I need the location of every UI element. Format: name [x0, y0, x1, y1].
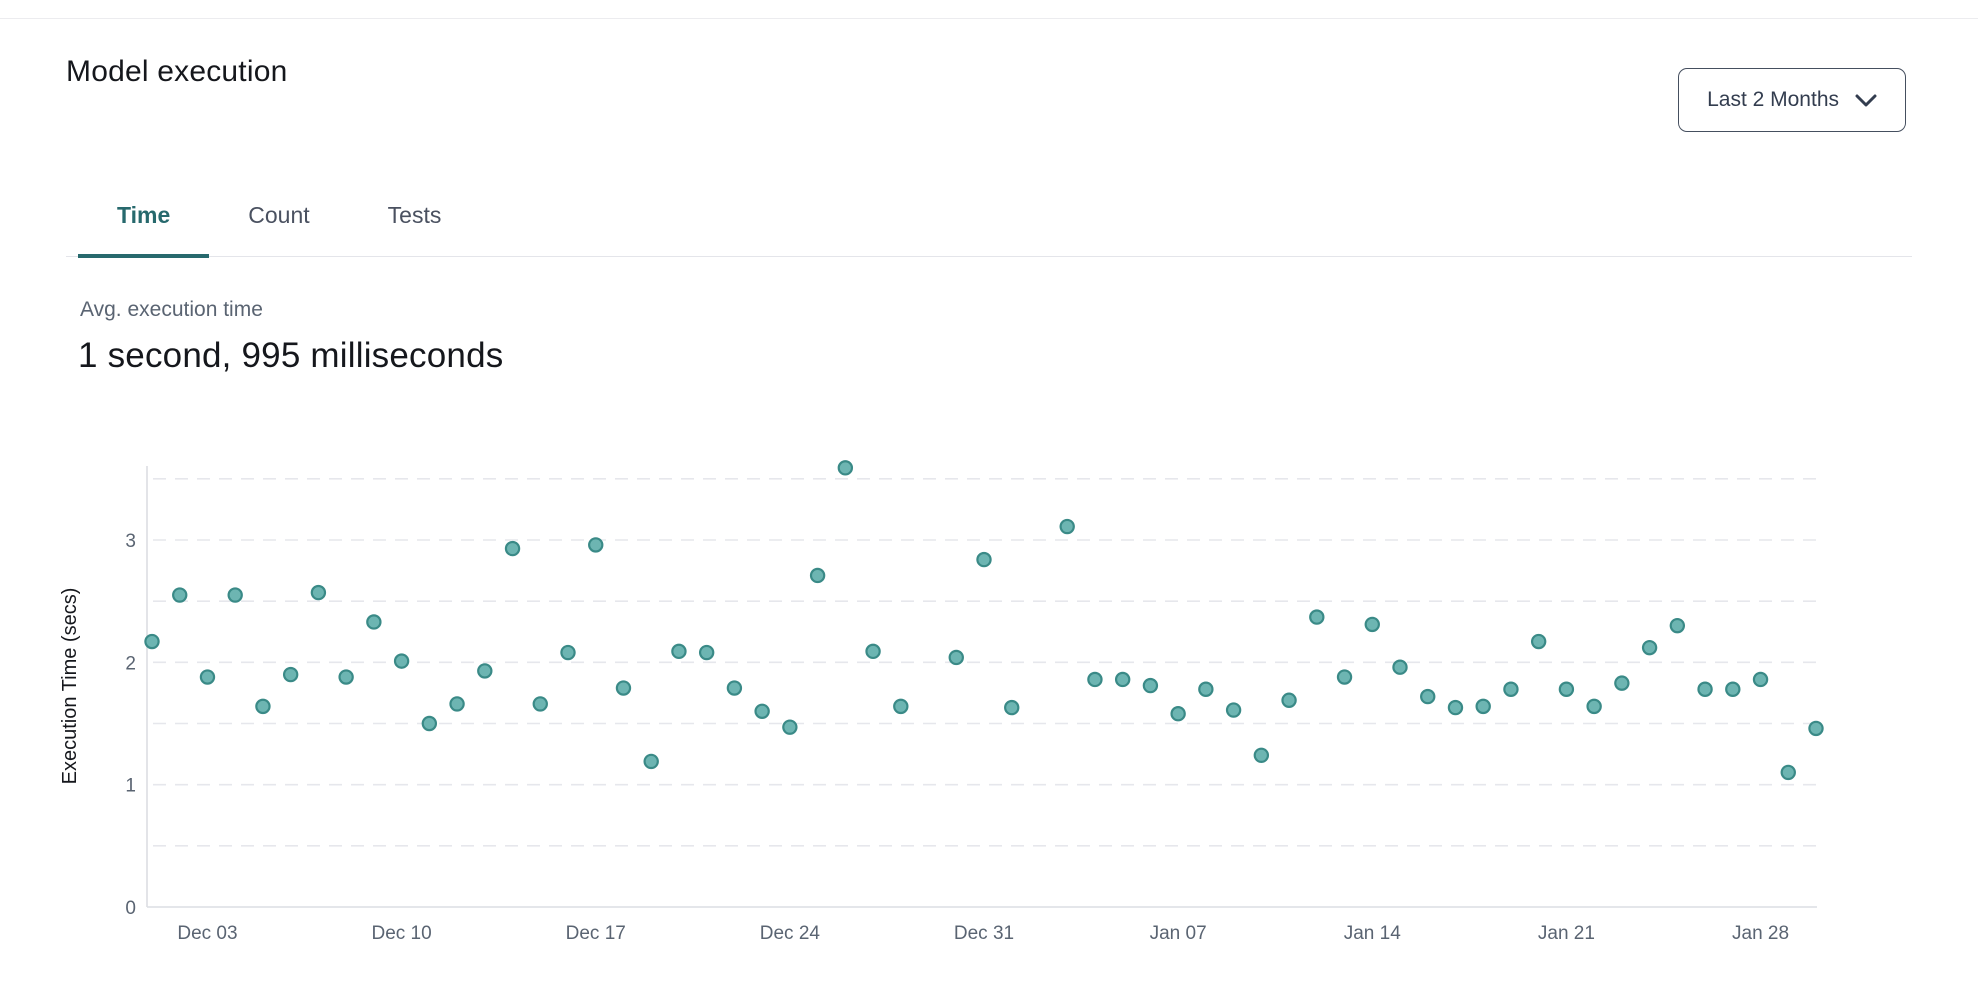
data-point[interactable] [1392, 659, 1408, 675]
data-point[interactable] [615, 680, 632, 696]
data-point[interactable] [282, 666, 299, 683]
data-point[interactable] [1558, 681, 1575, 697]
data-point[interactable] [421, 715, 438, 732]
data-point[interactable] [671, 643, 687, 660]
data-point[interactable] [726, 680, 743, 696]
data-point[interactable] [1503, 681, 1519, 697]
data-point[interactable] [865, 643, 881, 660]
tab-count[interactable]: Count [248, 202, 310, 228]
data-point[interactable] [338, 669, 354, 685]
y-tick-label: 2 [125, 653, 136, 674]
data-point[interactable] [893, 698, 909, 715]
date-range-value: Last 2 Months [1707, 88, 1839, 111]
page-title: Model execution [66, 55, 288, 88]
data-point[interactable] [172, 587, 188, 603]
data-point[interactable] [1253, 747, 1270, 764]
data-point[interactable] [1336, 669, 1353, 685]
x-tick-label: Dec 10 [371, 923, 431, 944]
top-divider [0, 18, 1978, 19]
data-point[interactable] [837, 460, 854, 476]
data-point[interactable] [1309, 609, 1325, 625]
data-point[interactable] [1641, 639, 1658, 656]
data-point[interactable] [1725, 681, 1741, 697]
data-point[interactable] [310, 584, 327, 601]
data-point[interactable] [1420, 688, 1436, 705]
y-tick-label: 1 [125, 776, 136, 797]
data-point[interactable] [1142, 677, 1159, 694]
x-tick-label: Jan 21 [1538, 923, 1595, 944]
data-point[interactable] [1530, 633, 1547, 650]
data-point[interactable] [1808, 720, 1824, 737]
y-axis-title: Execution Time (secs) [59, 588, 81, 785]
y-tick-label: 0 [125, 898, 136, 919]
data-point[interactable] [1225, 702, 1242, 718]
avg-execution-time-label: Avg. execution time [80, 298, 263, 321]
data-point[interactable] [1087, 671, 1103, 688]
tab-tests[interactable]: Tests [387, 202, 442, 228]
x-tick-label: Dec 24 [760, 923, 821, 944]
data-point[interactable] [1170, 706, 1186, 722]
data-point[interactable] [144, 633, 160, 650]
data-point[interactable] [754, 703, 770, 719]
data-point[interactable] [698, 644, 715, 661]
x-tick-label: Jan 07 [1150, 923, 1207, 944]
data-point[interactable] [1004, 699, 1020, 716]
data-point[interactable] [1447, 699, 1464, 716]
x-tick-label: Dec 31 [954, 923, 1014, 944]
data-point[interactable] [1586, 698, 1602, 715]
data-point[interactable] [255, 698, 271, 715]
data-point[interactable] [449, 696, 465, 712]
y-tick-label: 3 [125, 531, 136, 552]
data-point[interactable] [643, 753, 659, 770]
data-point[interactable] [1780, 764, 1796, 781]
x-tick-label: Jan 14 [1344, 923, 1401, 944]
data-point[interactable] [393, 653, 410, 669]
data-point[interactable] [477, 663, 493, 679]
data-point[interactable] [948, 649, 964, 666]
data-point[interactable] [199, 669, 216, 685]
data-point[interactable] [366, 614, 382, 630]
data-point[interactable] [227, 587, 243, 603]
x-tick-label: Jan 28 [1732, 923, 1789, 944]
execution-time-scatter-chart: 0 1 2 3 Dec 03 Dec 10 Dec 17 Dec 24 Dec 31 Jan 07… [59, 460, 1824, 944]
chevron-down-icon [1855, 94, 1877, 106]
x-tick-label: Dec 03 [177, 923, 237, 944]
data-point[interactable] [1281, 692, 1297, 708]
data-point[interactable] [976, 551, 992, 568]
data-point[interactable] [1697, 681, 1713, 697]
date-range-dropdown[interactable]: Last 2 Months [1678, 68, 1906, 132]
x-tick-label: Dec 17 [566, 923, 626, 944]
data-point[interactable] [560, 644, 576, 661]
data-point[interactable] [782, 719, 798, 735]
data-point[interactable] [1114, 671, 1131, 688]
data-point[interactable] [809, 567, 826, 584]
data-point[interactable] [1364, 616, 1380, 633]
data-point[interactable] [1198, 681, 1214, 697]
data-point[interactable] [1669, 617, 1686, 634]
data-point[interactable] [532, 696, 548, 712]
tab-time[interactable]: Time [78, 196, 210, 258]
data-point[interactable] [1614, 675, 1630, 691]
avg-execution-time-value: 1 second, 995 milliseconds [78, 336, 504, 375]
data-point[interactable] [1475, 698, 1491, 715]
data-point[interactable] [1059, 518, 1075, 535]
data-point[interactable] [1752, 671, 1769, 688]
data-point[interactable] [504, 540, 521, 557]
data-point[interactable] [588, 537, 604, 553]
chart-tabs-bar: Time Count Tests [66, 196, 1912, 258]
